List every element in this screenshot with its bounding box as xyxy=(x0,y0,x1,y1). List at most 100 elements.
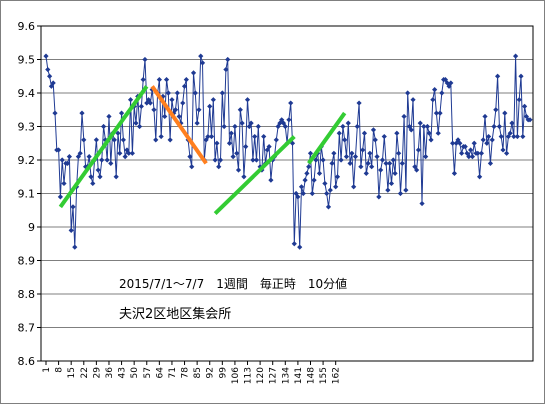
data-point xyxy=(140,77,146,83)
x-tick-label: 22 xyxy=(80,367,90,378)
data-point xyxy=(374,154,380,160)
data-point xyxy=(457,140,463,146)
data-point xyxy=(385,187,391,193)
data-point xyxy=(352,154,359,160)
data-point xyxy=(399,160,405,166)
x-tick-label: 106 xyxy=(231,367,241,384)
data-point xyxy=(325,204,332,210)
data-point xyxy=(365,160,371,166)
data-point xyxy=(491,123,497,130)
data-point xyxy=(192,90,198,96)
x-tick-label: 120 xyxy=(256,367,266,384)
data-point xyxy=(394,130,400,136)
data-point xyxy=(235,167,242,173)
data-point xyxy=(324,190,330,197)
data-point xyxy=(329,160,335,166)
data-point xyxy=(347,160,353,166)
x-tick-label: 15 xyxy=(67,367,77,378)
data-point xyxy=(219,90,225,96)
data-point xyxy=(417,120,423,126)
data-point xyxy=(414,167,420,173)
y-tick-label: 8.6 xyxy=(18,355,36,368)
data-point xyxy=(338,157,344,163)
data-point xyxy=(459,150,465,156)
data-point xyxy=(372,137,378,143)
data-point xyxy=(504,150,510,156)
data-point xyxy=(136,123,143,130)
data-point xyxy=(291,241,297,247)
data-point xyxy=(66,154,72,160)
data-point xyxy=(507,130,513,136)
data-point xyxy=(419,200,425,207)
trend-line xyxy=(307,111,347,165)
trend-line xyxy=(213,135,296,216)
data-point xyxy=(64,160,71,166)
data-point xyxy=(415,147,422,153)
data-point xyxy=(122,154,128,160)
data-point xyxy=(320,157,326,163)
data-point xyxy=(273,137,279,143)
data-point xyxy=(516,97,522,103)
data-point xyxy=(383,160,389,166)
data-point xyxy=(489,137,495,143)
data-point xyxy=(495,73,501,79)
y-tick-label: 9 xyxy=(28,221,35,234)
data-point xyxy=(349,150,355,156)
data-point xyxy=(221,123,227,130)
x-tick-label: 134 xyxy=(281,367,291,384)
data-point xyxy=(115,130,121,136)
x-tick-label: 99 xyxy=(218,367,228,379)
data-point xyxy=(126,150,132,156)
data-point xyxy=(311,177,317,183)
data-point xyxy=(297,244,303,250)
data-point xyxy=(205,133,211,140)
data-point xyxy=(466,154,472,160)
data-point xyxy=(502,110,508,116)
data-point xyxy=(334,174,341,180)
data-point xyxy=(190,70,197,76)
data-point xyxy=(99,157,105,163)
data-point xyxy=(46,73,53,79)
x-tick-label: 148 xyxy=(306,367,316,384)
data-point xyxy=(88,174,94,180)
data-point xyxy=(428,137,434,143)
data-point xyxy=(165,90,171,96)
data-point xyxy=(446,83,452,89)
data-point xyxy=(367,150,373,156)
data-point xyxy=(176,113,182,120)
data-point xyxy=(239,120,245,126)
data-point xyxy=(127,97,134,103)
data-point xyxy=(437,110,443,116)
data-point xyxy=(527,117,533,123)
data-point xyxy=(424,123,431,130)
data-point xyxy=(469,154,476,160)
data-point xyxy=(410,97,416,103)
data-point xyxy=(333,184,339,190)
data-point xyxy=(183,77,189,83)
data-point xyxy=(198,53,204,59)
data-point xyxy=(304,170,310,176)
data-point xyxy=(120,137,126,143)
data-point xyxy=(95,167,101,173)
data-point xyxy=(477,174,483,180)
data-point xyxy=(293,190,299,197)
x-tick-label: 85 xyxy=(193,367,203,378)
x-tick-label: 57 xyxy=(143,367,153,378)
data-point xyxy=(279,117,285,123)
x-tick-label: 29 xyxy=(92,367,102,379)
data-point xyxy=(68,227,74,233)
trend-line xyxy=(58,85,149,209)
data-point xyxy=(133,120,139,126)
data-point xyxy=(214,140,220,146)
data-point xyxy=(43,53,49,59)
data-point xyxy=(306,164,312,170)
data-point xyxy=(250,157,256,163)
data-point xyxy=(61,180,67,187)
data-point xyxy=(478,150,485,156)
data-point xyxy=(163,77,170,83)
data-point xyxy=(379,157,386,163)
data-point xyxy=(396,150,402,156)
data-point xyxy=(435,130,441,136)
data-point xyxy=(230,154,236,160)
data-point xyxy=(113,174,119,180)
